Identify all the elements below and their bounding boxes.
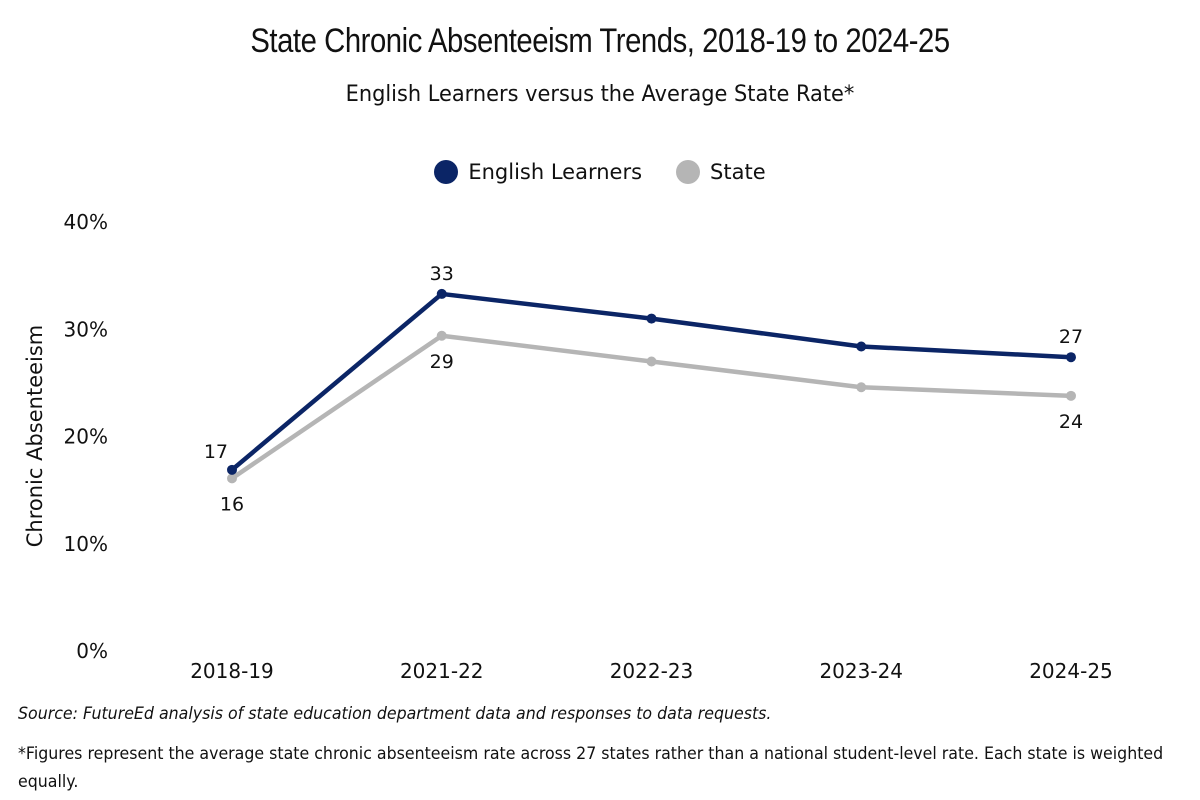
y-axis: 0% 10% 20% 30% 40% [64,210,108,663]
x-tick-label: 2021-22 [400,659,484,683]
data-label-state: 29 [430,351,454,373]
data-label-state: 24 [1059,411,1083,433]
data-point-state[interactable] [1066,390,1076,401]
data-point-english-learners[interactable] [1066,352,1076,363]
series-english-learners: 17 33 27 [204,263,1083,475]
data-point-state[interactable] [646,356,657,367]
source-note: Source: FutureEd analysis of state educa… [18,704,772,724]
data-point-english-learners[interactable] [436,288,447,299]
data-label-english-learners: 17 [204,441,228,463]
data-point-state[interactable] [436,330,447,341]
legend-label-state: State [710,160,766,184]
y-tick-label: 0% [76,639,108,663]
line-chart: 0% 10% 20% 30% 40% 2018-19 2021-22 2022-23 2023… [23,210,1113,683]
x-tick-label: 2022-23 [610,659,694,683]
data-label-english-learners: 33 [430,263,454,285]
chart-title: State Chronic Absenteeism Trends, 2018-1… [250,22,950,60]
footnote: *Figures represent the average state chr… [18,744,1164,792]
x-tick-label: 2024-25 [1029,659,1113,683]
data-point-english-learners[interactable] [227,464,237,475]
x-tick-label: 2018-19 [190,659,274,683]
data-label-english-learners: 27 [1059,326,1083,348]
y-tick-label: 20% [64,425,108,449]
data-point-english-learners[interactable] [646,313,657,324]
chart-subtitle: English Learners versus the Average Stat… [345,82,855,107]
series-state: 16 29 24 [220,330,1083,515]
data-point-state[interactable] [856,382,867,393]
legend: English Learners State [0,160,1200,184]
legend-marker-english-learners [434,160,459,184]
data-point-state[interactable] [227,473,237,484]
y-tick-label: 10% [64,532,108,556]
legend-marker-state [676,160,701,184]
series-layer: 16 29 24 17 33 27 [204,263,1083,515]
y-tick-label: 30% [64,317,108,341]
y-axis-label: Chronic Absenteeism [23,325,47,548]
data-label-state: 16 [220,493,244,515]
x-axis: 2018-19 2021-22 2022-23 2023-24 2024-25 [190,659,1113,683]
legend-label-english-learners: English Learners [468,160,643,184]
y-tick-label: 40% [64,210,108,234]
legend-item-english-learners[interactable]: English Learners [434,160,642,184]
x-tick-label: 2023-24 [819,659,903,683]
data-point-english-learners[interactable] [856,341,867,352]
legend-item-state[interactable]: State [676,160,766,184]
